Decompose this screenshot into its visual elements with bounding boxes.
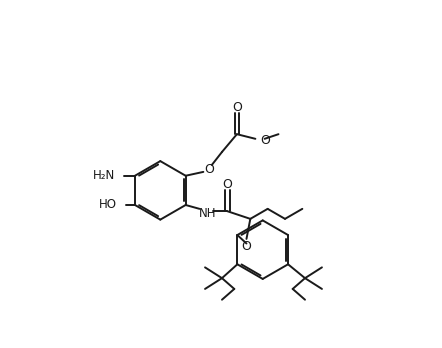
Text: O: O — [232, 101, 242, 114]
Text: O: O — [241, 240, 251, 253]
Text: HO: HO — [99, 198, 117, 212]
Text: O: O — [260, 134, 270, 147]
Text: NH: NH — [198, 207, 216, 220]
Text: O: O — [204, 163, 213, 176]
Text: O: O — [222, 178, 232, 191]
Text: H₂N: H₂N — [93, 169, 115, 182]
